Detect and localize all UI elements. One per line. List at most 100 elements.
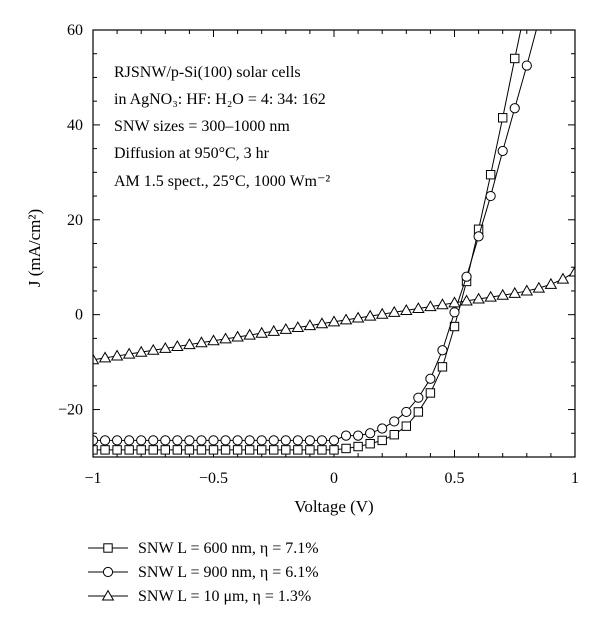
data-point [183, 338, 196, 350]
data-point [521, 60, 532, 71]
data-point [389, 430, 399, 440]
data-point [279, 322, 293, 334]
data-point [293, 445, 303, 455]
data-point [232, 435, 243, 446]
data-point [267, 324, 281, 336]
data-point [317, 445, 327, 455]
data-point [485, 190, 496, 202]
legend: SNW L = 600 nm, η = 7.1% SNW L = 900 nm, … [88, 540, 319, 605]
data-point [208, 445, 219, 455]
data-point [523, 0, 531, 6]
data-point [534, 16, 543, 25]
data-point [461, 271, 472, 282]
data-point [400, 303, 413, 315]
data-point [424, 300, 437, 312]
data-point [556, 272, 570, 284]
data-point [449, 321, 460, 332]
data-point [377, 423, 388, 434]
data-point [509, 103, 520, 114]
data-point [99, 435, 111, 446]
data-point [485, 170, 496, 180]
data-point [269, 445, 279, 455]
legend-marker-square [103, 543, 113, 553]
y-tick-label: 40 [67, 117, 83, 134]
data-point [281, 445, 291, 455]
data-point [377, 435, 387, 446]
data-point [353, 430, 364, 441]
data-point [219, 332, 232, 344]
data-point [93, 353, 100, 365]
data-point [351, 311, 365, 323]
data-point [292, 435, 303, 446]
data-point [110, 349, 124, 361]
data-point [328, 435, 340, 446]
data-point [315, 317, 329, 329]
data-point [244, 445, 255, 455]
series-layer [93, 0, 575, 455]
data-point [460, 294, 473, 306]
legend-item: SNW L = 900 nm, η = 6.1% [88, 564, 319, 581]
data-point [401, 406, 412, 418]
data-point [257, 445, 267, 455]
data-point [244, 435, 255, 446]
data-point [148, 445, 158, 455]
legend-marker-circle [102, 566, 114, 578]
data-point [472, 292, 485, 304]
data-point [375, 307, 389, 319]
data-point [112, 435, 123, 446]
data-point [112, 445, 122, 455]
data-point [195, 336, 208, 348]
data-point [473, 231, 484, 242]
data-point [184, 435, 195, 446]
data-point [389, 416, 400, 427]
data-point [243, 328, 256, 340]
data-point [136, 435, 147, 446]
data-point [304, 435, 315, 446]
x-tick-label: −0.5 [199, 470, 228, 487]
annotation-line-5: AM 1.5 spect., 25°C, 1000 Wm⁻² [114, 173, 330, 190]
data-point [220, 435, 231, 446]
y-tick-label: 0 [75, 307, 83, 324]
data-point [437, 345, 448, 356]
data-point [220, 445, 231, 455]
data-point [339, 313, 353, 325]
y-tick-label: 20 [67, 212, 83, 229]
data-point [122, 347, 136, 359]
data-point [160, 435, 171, 446]
data-point [303, 319, 317, 331]
data-point [363, 309, 377, 321]
data-point [232, 445, 243, 455]
data-point [365, 428, 376, 439]
legend-item: SNW L = 10 μm, η = 1.3% [88, 588, 311, 605]
data-point [134, 345, 148, 357]
data-point [159, 341, 172, 353]
data-point [291, 321, 305, 333]
data-point [413, 407, 424, 417]
data-point [146, 343, 160, 355]
data-point [496, 288, 509, 300]
x-axis-title: Voltage (V) [294, 497, 373, 516]
data-point [208, 435, 219, 446]
data-point [172, 445, 183, 455]
data-point [365, 439, 375, 449]
legend-label: SNW L = 900 nm, η = 6.1% [138, 564, 319, 581]
y-tick-label: −20 [58, 402, 83, 419]
data-point [532, 281, 546, 293]
data-point [508, 286, 522, 298]
data-point [256, 435, 267, 446]
series-circle [93, 16, 543, 446]
data-point [136, 445, 146, 455]
x-tick-label: −1 [84, 470, 101, 487]
data-point [160, 445, 171, 455]
data-point [196, 445, 207, 455]
data-point [387, 305, 401, 317]
data-point [184, 445, 195, 455]
legend-label: SNW L = 600 nm, η = 7.1% [138, 540, 319, 557]
y-tick-label: 60 [67, 22, 83, 39]
data-point [412, 302, 425, 314]
data-point [425, 388, 436, 398]
data-point [327, 315, 341, 327]
data-point [124, 445, 134, 455]
data-point [341, 443, 351, 454]
series-triangle [93, 265, 575, 365]
